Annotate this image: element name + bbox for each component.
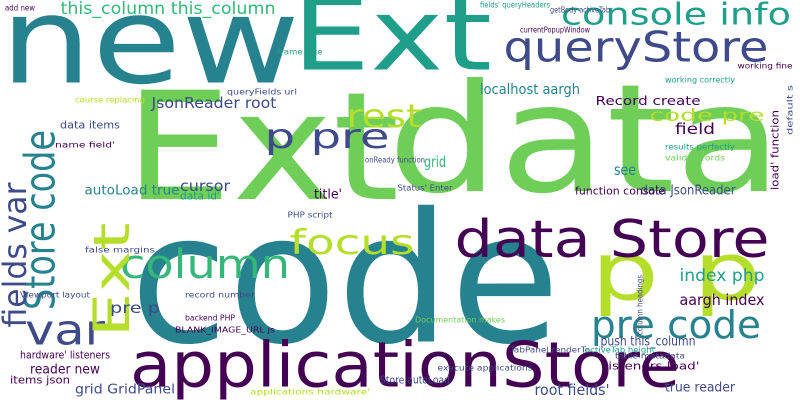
word: data (388, 53, 783, 227)
word: table metadata (615, 352, 685, 361)
word: grid (424, 153, 446, 171)
word: backend PHP (185, 314, 235, 323)
word: p pre (265, 117, 390, 157)
word: add new (5, 4, 35, 13)
word: default s (786, 85, 795, 135)
word: pre code (591, 303, 761, 347)
word: fields var (0, 182, 34, 328)
word: pre p (110, 299, 160, 317)
word: push this_column (601, 335, 696, 350)
word: hardware' listeners (20, 349, 110, 362)
word: JsonReader root (150, 94, 276, 112)
word: Ext (292, 0, 492, 94)
word: function console (575, 185, 665, 198)
word: listeners load' (605, 360, 700, 373)
word: working correctly (665, 76, 735, 85)
word: grid GridPanel (75, 383, 175, 398)
word: Ext (83, 223, 141, 338)
word: column headings (636, 275, 645, 335)
word: title' (314, 188, 342, 203)
word: BLANK_IMAGE_URL js (175, 326, 275, 335)
word: data id' (180, 190, 220, 203)
word: PHP script (288, 211, 333, 220)
word: code (130, 176, 560, 385)
word: Status' Enter (398, 184, 454, 193)
word: queryStore (504, 23, 769, 72)
word: frame true (278, 48, 323, 57)
word: applicationStore (130, 329, 680, 400)
word: currentPopupWindow (520, 26, 590, 35)
word: record number (185, 291, 256, 300)
word: see (614, 161, 636, 179)
word: Ext (125, 61, 400, 235)
word: field (675, 120, 715, 138)
word: console info (561, 0, 791, 33)
word: column (120, 242, 290, 288)
word: this_column this_column (61, 0, 276, 19)
word: course replacing (75, 96, 145, 105)
word: Viewport layout (20, 291, 90, 300)
word: new (0, 0, 300, 112)
word: rest (347, 97, 422, 135)
word: index php (680, 266, 765, 286)
word: Store autoLoad (380, 374, 450, 387)
word: data Store (455, 210, 770, 270)
word: valid records (665, 154, 725, 163)
word: fields' queryHeaders (480, 1, 550, 10)
word: cursor (180, 177, 231, 195)
word: true reader (665, 381, 736, 396)
word: getBody activeTab (550, 6, 610, 15)
word: localhost aargh (480, 82, 580, 98)
word: load' function (769, 110, 782, 190)
word: reader new (30, 363, 100, 378)
word: Record create (596, 94, 701, 108)
word: p p (591, 226, 761, 319)
word: data items (60, 119, 120, 132)
word: Documentation makes (415, 316, 505, 325)
word: results perfectly (665, 143, 735, 152)
word: queryFields url (227, 88, 297, 97)
word: focus (290, 223, 415, 263)
word: applications hardware' (250, 388, 370, 397)
word: onReady function (365, 156, 425, 165)
word: data JsonReader (641, 184, 737, 199)
word: working fine (738, 62, 793, 71)
word: TabPanel renderTo (509, 346, 590, 355)
word: Store code (16, 130, 65, 310)
word: code pre (650, 106, 765, 126)
word: false margins (85, 246, 155, 255)
word: execute applications (438, 364, 533, 373)
word: aargh index (680, 291, 765, 309)
word: items json (10, 374, 70, 387)
word: name field' (55, 141, 115, 150)
word: root fields' (535, 381, 610, 399)
word: activeTab height (585, 346, 655, 355)
word: var (25, 306, 106, 355)
word: autoLoad true (85, 184, 180, 199)
